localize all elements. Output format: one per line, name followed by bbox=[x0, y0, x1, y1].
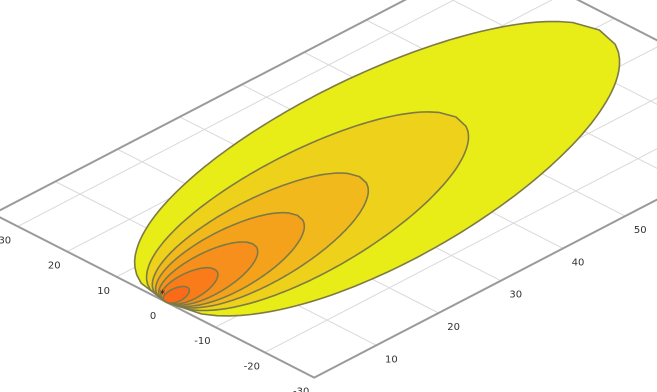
source-marker: * bbox=[160, 288, 166, 301]
x-tick-label: 20 bbox=[447, 322, 460, 333]
y-tick-label: -20 bbox=[244, 361, 260, 372]
y-tick-label: -10 bbox=[194, 336, 210, 347]
y-tick-label: 20 bbox=[48, 261, 61, 272]
x-tick-label: 40 bbox=[572, 257, 585, 268]
gridline-y--20 bbox=[264, 148, 657, 353]
plane-edge bbox=[0, 0, 657, 379]
contour-layer bbox=[133, 20, 621, 317]
y-tick-label: -30 bbox=[293, 387, 309, 392]
gridline-y-30 bbox=[17, 0, 455, 227]
y-tick-label: 10 bbox=[97, 286, 110, 297]
marker-layer: * bbox=[160, 288, 166, 301]
contour-level-7 bbox=[162, 285, 191, 304]
plane-outline bbox=[0, 0, 657, 379]
x-tick-label: 30 bbox=[509, 290, 522, 301]
x-tick-label: 50 bbox=[634, 225, 647, 236]
x-tick-label: 10 bbox=[385, 354, 398, 365]
y-tick-label: 0 bbox=[150, 311, 156, 322]
x-tick-labels: 10203040506070 bbox=[385, 225, 647, 365]
y-tick-label: 30 bbox=[0, 235, 11, 246]
y-tick-labels: 30 20 10 0 -10 -20 -30 bbox=[0, 235, 309, 392]
